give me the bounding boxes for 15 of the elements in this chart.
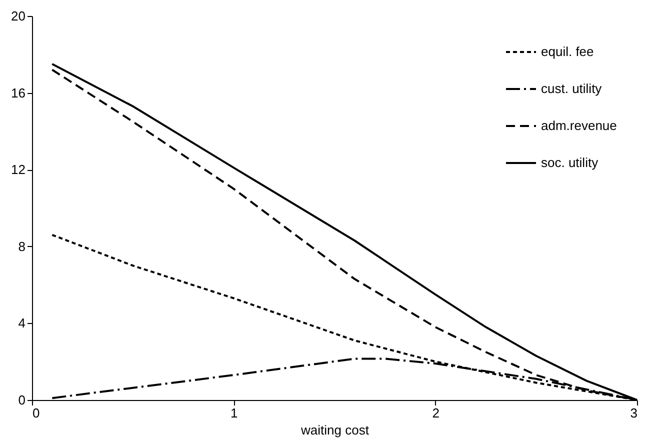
y-tick-label: 0 — [18, 392, 26, 408]
y-tick-label: 12 — [11, 162, 26, 178]
legend-label: soc. utility — [541, 155, 599, 170]
x-axis-title: waiting cost — [300, 422, 370, 438]
x-tick-label: 3 — [630, 406, 638, 420]
y-tick-label: 16 — [11, 85, 26, 100]
legend-label: equil. fee — [541, 44, 594, 59]
x-tick-label: 1 — [230, 406, 238, 420]
legend-label: adm.revenue — [541, 118, 617, 133]
y-tick-label: 8 — [18, 238, 26, 254]
y-tick-label: 4 — [18, 316, 26, 331]
legend-label: cust. utility — [541, 81, 602, 96]
y-tick-label: 20 — [11, 8, 26, 24]
x-tick-label: 2 — [432, 406, 440, 420]
x-tick-label: 0 — [32, 406, 40, 420]
